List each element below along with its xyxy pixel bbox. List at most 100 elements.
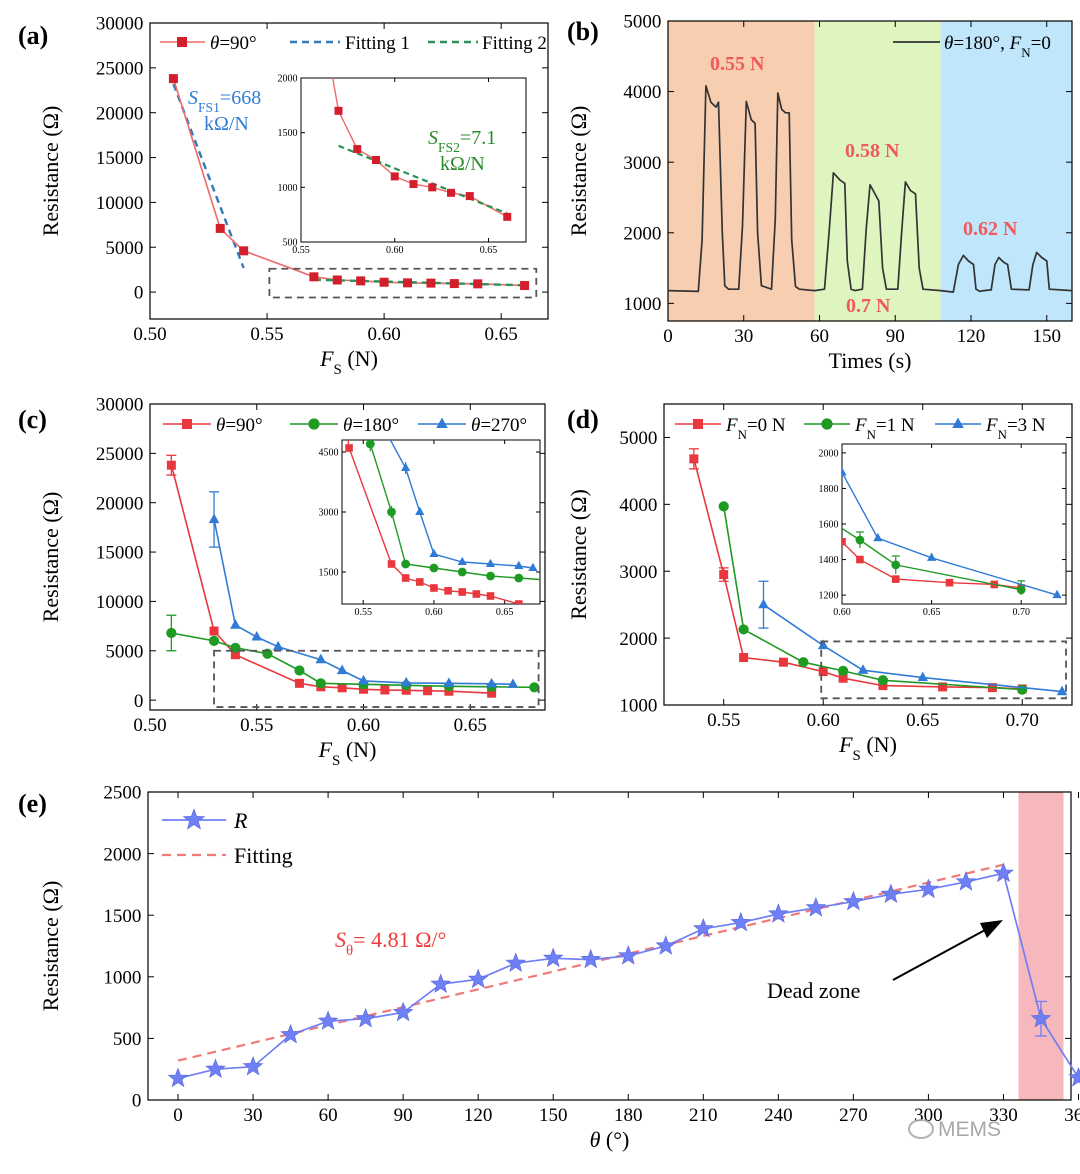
legend-marker xyxy=(436,417,448,428)
inset-data-point xyxy=(842,537,846,546)
data-point-star xyxy=(167,1067,189,1088)
inset-d: 0.60 0.65 0.70 1200 1400 1600 1800 2000 xyxy=(819,443,1067,618)
y-tick-label: 1000 xyxy=(278,183,298,194)
zoom-box xyxy=(213,649,540,708)
data-point-star xyxy=(280,1023,301,1044)
data-point xyxy=(309,272,319,282)
x-tick-label: 150 xyxy=(1033,326,1062,347)
data-point-blue xyxy=(400,676,412,687)
panel-c: (c) 0.50 0.55 0.60 0.65 0 5000 10000 15000 20000 2… xyxy=(18,395,546,769)
inset-data-point xyxy=(353,145,362,154)
data-point xyxy=(356,276,366,286)
x-tick-label: 0.50 xyxy=(133,715,166,736)
zoom-box xyxy=(268,267,538,299)
data-point-red xyxy=(209,626,219,636)
data-point xyxy=(332,275,342,285)
y-tick-label: 5000 xyxy=(105,238,143,259)
data-point-star xyxy=(317,1010,339,1030)
panel-b: (b) 0 30 60 90 120 150 1000 2000 3000 4000 5000 Time… xyxy=(566,12,1073,373)
data-point-red xyxy=(337,683,347,693)
y-tick-label: 1000 xyxy=(619,696,657,717)
x-tick-label: 0.65 xyxy=(485,324,518,345)
data-point-green xyxy=(738,624,749,635)
inset-data-point xyxy=(842,467,847,476)
x-tick-label: 0.55 xyxy=(250,324,283,345)
inset-c: 0.55 0.60 0.65 1500 3000 4500 xyxy=(319,439,541,618)
data-point-blue xyxy=(486,677,497,688)
data-point-star xyxy=(430,973,452,993)
panel-label: (d) xyxy=(567,405,599,434)
data-point-blue xyxy=(272,640,284,651)
x-tick-label: 0.65 xyxy=(496,607,514,618)
x-tick-label: 60 xyxy=(810,326,829,347)
data-point-blue xyxy=(857,664,869,674)
force-label: 0.7 N xyxy=(846,295,891,317)
data-point-blue xyxy=(507,678,519,688)
data-point-red xyxy=(719,570,729,580)
data-point xyxy=(426,278,436,288)
inset-data-point xyxy=(334,106,343,115)
inset-data-point xyxy=(457,556,467,566)
annotation-sfs1-unit: kΩ/N xyxy=(204,113,249,135)
data-point xyxy=(239,246,249,256)
x-tick-label: 180 xyxy=(614,1105,643,1126)
x-axis-label: FS (N) xyxy=(319,346,378,378)
x-tick-label: 270 xyxy=(839,1105,868,1126)
x-tick-label: 90 xyxy=(394,1105,413,1126)
legend-label: θ=270° xyxy=(471,415,527,436)
x-axis-label: FS (N) xyxy=(318,737,377,769)
data-point-star xyxy=(918,878,939,899)
inset-data-point xyxy=(444,587,452,595)
data-point-red xyxy=(818,667,828,677)
data-point-green xyxy=(718,501,729,512)
data-point-star xyxy=(505,952,527,972)
x-tick-label: 150 xyxy=(539,1105,568,1126)
x-tick-label: 0.60 xyxy=(807,710,840,731)
x-tick-label: 0.70 xyxy=(1012,607,1030,618)
data-point-red xyxy=(778,657,788,667)
annotation-sfs1: SFS1=668 xyxy=(188,87,261,115)
data-point xyxy=(215,223,225,233)
legend-marker xyxy=(308,418,320,430)
y-tick-label: 1600 xyxy=(819,520,839,531)
data-point-star xyxy=(467,968,489,989)
inset-data-point xyxy=(945,578,954,587)
resistance-trace xyxy=(667,85,1073,293)
y-axis-label: Resistance (Ω) xyxy=(38,881,63,1012)
legend-label: θ=90° xyxy=(210,33,257,54)
y-tick-label: 2000 xyxy=(623,223,661,244)
series-line-red xyxy=(693,458,1023,690)
x-tick-label: 0.55 xyxy=(292,245,310,256)
x-tick-label: 120 xyxy=(957,326,986,347)
data-point-star xyxy=(617,945,639,965)
x-axis-label: Times (s) xyxy=(829,348,912,373)
legend-label: R xyxy=(233,808,248,833)
data-point-blue xyxy=(817,639,829,650)
x-tick-label: 0.55 xyxy=(354,607,372,618)
legend-label: Fitting 1 xyxy=(345,33,410,54)
data-point-green xyxy=(877,675,889,686)
arrow-shaft xyxy=(892,929,986,981)
legend-label: θ=90° xyxy=(216,415,263,436)
data-point-star xyxy=(1068,1066,1080,1087)
axes-frame xyxy=(149,403,546,711)
axes-frame xyxy=(300,77,527,243)
y-tick-label: 5000 xyxy=(623,12,661,33)
x-tick-label: 0.55 xyxy=(240,715,273,736)
data-point-red xyxy=(380,685,390,695)
data-point-green xyxy=(529,682,540,693)
data-point-red xyxy=(739,653,749,663)
annotation-sfs2: SFS2=7.1 xyxy=(428,127,496,155)
y-tick-label: 4500 xyxy=(319,448,339,459)
axes-frame xyxy=(341,439,541,605)
inset-series-line xyxy=(842,540,1022,589)
data-point-star xyxy=(205,1058,226,1078)
y-tick-label: 2000 xyxy=(619,629,657,650)
series-line xyxy=(177,872,1080,1080)
y-tick-label: 25000 xyxy=(96,444,144,465)
inset-data-point xyxy=(401,574,410,582)
legend-label: Fitting xyxy=(234,843,293,868)
x-tick-label: 330 xyxy=(989,1105,1018,1126)
legend-label: θ=180°, FN=0 xyxy=(944,33,1051,60)
y-tick-label: 1500 xyxy=(278,128,298,139)
